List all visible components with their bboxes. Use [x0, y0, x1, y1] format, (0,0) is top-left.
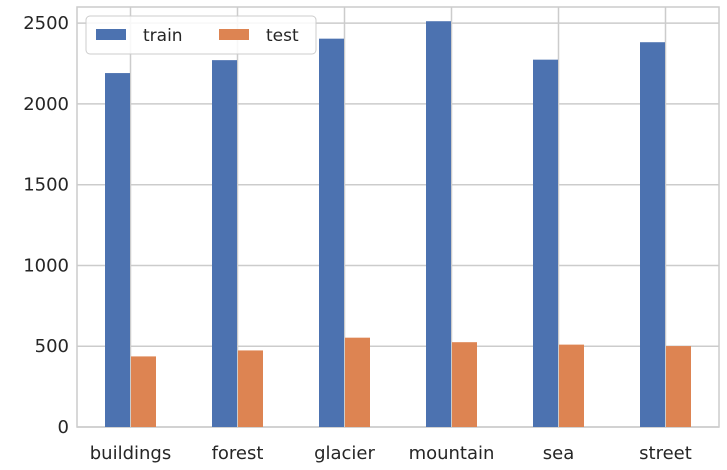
bar-train-mountain — [426, 21, 451, 427]
legend: train test — [85, 15, 317, 55]
bar-train-buildings — [105, 73, 130, 428]
x-tick-label: street — [639, 443, 692, 464]
legend-swatch-train — [96, 29, 126, 40]
bar-train-forest — [212, 60, 237, 428]
x-tick-label: buildings — [90, 443, 171, 464]
legend-box — [85, 15, 317, 55]
bar-test-sea — [559, 344, 584, 427]
bar-train-glacier — [319, 38, 344, 428]
bar-test-buildings — [131, 356, 156, 427]
legend-swatch-test — [219, 29, 249, 40]
y-tick-label: 2000 — [23, 94, 69, 115]
legend-label-train: train — [143, 26, 183, 46]
x-tick-label: mountain — [409, 443, 495, 464]
y-tick-label: 1000 — [23, 255, 69, 276]
bar-test-mountain — [452, 342, 477, 427]
bar-train-sea — [533, 59, 558, 428]
y-tick-label: 2500 — [23, 13, 69, 34]
bars — [105, 21, 691, 428]
bar-train-street — [640, 42, 665, 427]
plot-frame — [76, 6, 720, 428]
x-tick-label: glacier — [314, 443, 375, 464]
y-tick-label: 1500 — [23, 175, 69, 196]
bar-test-glacier — [345, 337, 370, 427]
y-tick-label: 0 — [58, 417, 69, 438]
x-tick-label: sea — [543, 443, 574, 464]
y-tick-label: 500 — [35, 336, 69, 357]
plot-area — [77, 7, 719, 427]
legend-label-test: test — [266, 26, 299, 46]
x-tick-label: forest — [212, 443, 264, 464]
tick-labels: 0 500 1000 1500 2000 2500 buildings forest glaci… — [23, 13, 692, 464]
bar-test-street — [666, 346, 691, 427]
bar-test-forest — [238, 350, 263, 427]
